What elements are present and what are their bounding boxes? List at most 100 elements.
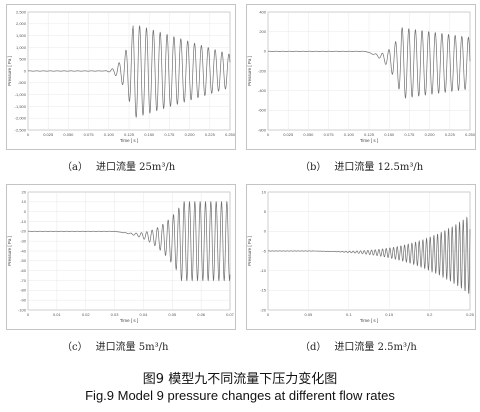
chart-a-xtick: 0 bbox=[27, 132, 30, 137]
chart-d-series-pressure bbox=[267, 216, 471, 294]
subcaption-a: （a） 进口流量 25m³/h bbox=[62, 158, 175, 173]
chart-a-ytick: 1,500 bbox=[16, 33, 27, 38]
chart-c-ytick: -40 bbox=[20, 248, 27, 253]
chart-c-xlabel: Time [ s ] bbox=[120, 318, 138, 323]
chart-b-xtick: 0.025 bbox=[283, 132, 294, 137]
figure-title-en: Fig.9 Model 9 pressure changes at differ… bbox=[85, 388, 395, 403]
chart-a-ytick: 0 bbox=[24, 68, 27, 73]
chart-b-xtick: 0 bbox=[267, 132, 270, 137]
subcaption-d-text: 进口流量 2.5m³/h bbox=[334, 342, 417, 353]
chart-c-xtick: 0.04 bbox=[140, 312, 149, 317]
chart-c-xtick: 0.03 bbox=[111, 312, 120, 317]
chart-a-xtick: 0.250 bbox=[225, 132, 236, 137]
chart-b-xtick: 0.125 bbox=[364, 132, 375, 137]
chart-b-ytick: 0 bbox=[264, 49, 267, 54]
chart-a-xlabel: Time [ s ] bbox=[120, 138, 138, 143]
chart-b-xlabel: Time [ s ] bbox=[360, 138, 378, 143]
chart-c-xtick: 0 bbox=[27, 312, 30, 317]
chart-a-xtick: 0.075 bbox=[84, 132, 95, 137]
chart-c-ytick: -80 bbox=[20, 288, 27, 293]
chart-c-ytick: -70 bbox=[20, 278, 27, 283]
subcaption-d: （d） 进口流量 2.5m³/h bbox=[300, 338, 417, 353]
chart-a-ytick: 500 bbox=[19, 57, 26, 62]
chart-c-xtick: 0.02 bbox=[82, 312, 91, 317]
chart-c-ytick: 0 bbox=[24, 209, 27, 214]
chart-b-ytick: 400 bbox=[259, 9, 266, 14]
chart-d-ytick: -5 bbox=[262, 248, 266, 253]
chart-panel-d: 10 5 0 -5 -10 -15 -20 0 0.05 0.1 0.15 0.2 0.25 Time [… bbox=[246, 184, 476, 330]
subcaption-b: （b） 进口流量 12.5m³/h bbox=[300, 158, 423, 173]
chart-d-ytick: 10 bbox=[262, 189, 267, 194]
chart-c-xtick: 0.07 bbox=[226, 312, 235, 317]
chart-c-ytick: -90 bbox=[20, 298, 27, 303]
chart-d-ylabel: Pressure [ Pa ] bbox=[247, 236, 252, 266]
subcaption-a-text: 进口流量 25m³/h bbox=[95, 162, 176, 173]
chart-d-ytick: -20 bbox=[260, 307, 267, 312]
chart-panel-c: 20 10 0 -10 -20 -30 -40 -50 -60 -70 -80 -90 -100 0 0.0… bbox=[6, 184, 236, 330]
chart-c-ytick: -10 bbox=[20, 219, 27, 224]
chart-b-xtick: 0.150 bbox=[384, 132, 395, 137]
chart-a-xtick: 0.200 bbox=[185, 132, 196, 137]
chart-c-ytick: -50 bbox=[20, 258, 27, 263]
chart-a-ytick: -2,500 bbox=[15, 127, 27, 132]
chart-d-xtick: 0.05 bbox=[305, 312, 314, 317]
chart-panel-a: 2,500 2,000 1,500 1,000 500 0 -500 -1,000 -1,500… bbox=[6, 4, 236, 150]
chart-b-ytick: -800 bbox=[258, 127, 267, 132]
chart-a-ytick: -500 bbox=[18, 80, 27, 85]
chart-d-xlabel: Time [ s ] bbox=[360, 318, 378, 323]
subcaption-a-label: （a） bbox=[62, 162, 88, 173]
chart-c-ytick: -60 bbox=[20, 268, 27, 273]
chart-a-series-pressure bbox=[27, 25, 231, 118]
chart-b-xtick: 0.100 bbox=[344, 132, 355, 137]
chart-b-xtick: 0.175 bbox=[404, 132, 415, 137]
chart-a-ytick: -2,000 bbox=[15, 116, 27, 121]
chart-d-xtick: 0 bbox=[267, 312, 270, 317]
subcaption-c-label: （c） bbox=[62, 342, 88, 353]
chart-a-xtick: 0.125 bbox=[124, 132, 135, 137]
chart-a-ylabel: Pressure [ Pa ] bbox=[7, 56, 12, 86]
chart-d-ytick: -15 bbox=[260, 288, 267, 293]
subcaption-b-label: （b） bbox=[300, 162, 327, 173]
chart-a-ytick: 2,500 bbox=[16, 9, 27, 14]
chart-c-xtick: 0.01 bbox=[53, 312, 62, 317]
chart-c-ylabel: Pressure [ Pa ] bbox=[7, 236, 12, 266]
chart-b-xtick: 0.225 bbox=[445, 132, 456, 137]
chart-panel-b: 400 200 0 -200 -400 -600 -800 0 0.025 0.050 0.075 0… bbox=[246, 4, 476, 150]
chart-d-xtick: 0.15 bbox=[385, 312, 394, 317]
chart-c-xtick: 0.05 bbox=[168, 312, 177, 317]
chart-c-ytick: 20 bbox=[22, 189, 27, 194]
chart-b-xtick: 0.250 bbox=[465, 132, 476, 137]
subcaption-c: （c） 进口流量 5m³/h bbox=[62, 338, 168, 353]
chart-d-xtick: 0.1 bbox=[346, 312, 352, 317]
chart-b-ylabel: Pressure [ Pa ] bbox=[247, 56, 252, 86]
subcaption-d-label: （d） bbox=[300, 342, 327, 353]
subcaption-b-text: 进口流量 12.5m³/h bbox=[334, 162, 424, 173]
chart-b-xtick: 0.200 bbox=[425, 132, 436, 137]
chart-d-ytick: 5 bbox=[264, 209, 267, 214]
chart-b-xtick: 0.075 bbox=[324, 132, 335, 137]
chart-b-ytick: -600 bbox=[258, 108, 267, 113]
chart-b-ytick: 200 bbox=[259, 29, 266, 34]
chart-c-ytick: -100 bbox=[18, 307, 27, 312]
chart-c-series-pressure bbox=[27, 200, 231, 282]
subcaption-c-text: 进口流量 5m³/h bbox=[95, 342, 169, 353]
chart-a-xtick: 0.025 bbox=[43, 132, 54, 137]
chart-c-ytick: -30 bbox=[20, 239, 27, 244]
chart-c-ytick: -20 bbox=[20, 229, 27, 234]
chart-c-xtick: 0.06 bbox=[197, 312, 206, 317]
chart-a-ytick: -1,000 bbox=[15, 92, 27, 97]
chart-a-xtick: 0.100 bbox=[104, 132, 115, 137]
chart-a-xtick: 0.225 bbox=[205, 132, 216, 137]
chart-a-xtick: 0.150 bbox=[144, 132, 155, 137]
chart-b-ytick: -400 bbox=[258, 88, 267, 93]
chart-b-xtick: 0.050 bbox=[303, 132, 314, 137]
chart-d-xtick: 0.25 bbox=[466, 312, 475, 317]
chart-a-ytick: 2,000 bbox=[16, 21, 27, 26]
chart-b-series-pressure bbox=[267, 27, 471, 99]
chart-a-ytick: 1,000 bbox=[16, 45, 27, 50]
chart-d-ytick: -10 bbox=[260, 268, 267, 273]
chart-d-ytick: 0 bbox=[264, 229, 267, 234]
chart-a: 2,500 2,000 1,500 1,000 500 0 -500 -1,000 -1,500… bbox=[6, 4, 236, 150]
